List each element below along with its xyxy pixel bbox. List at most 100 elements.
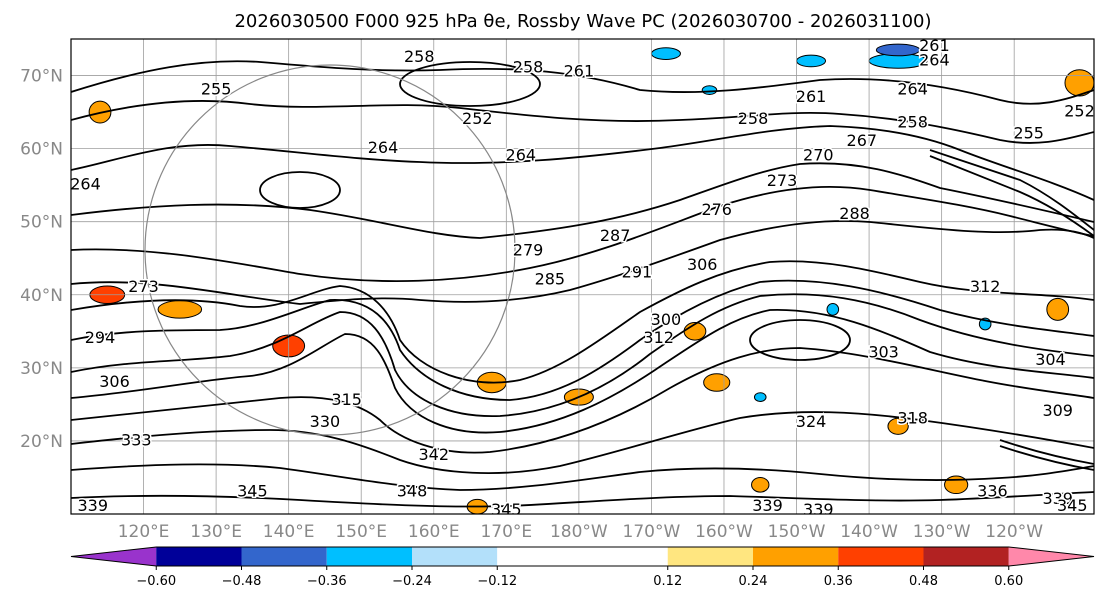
colorbar-segment <box>667 547 753 566</box>
contour-label: 309 <box>1042 401 1073 420</box>
contour-label: 264 <box>70 175 101 194</box>
anomaly-patch <box>1064 69 1094 97</box>
contour-label: 264 <box>506 145 537 164</box>
contour-label: 258 <box>897 113 928 132</box>
contour-label: 348 <box>397 482 428 501</box>
contour-line <box>749 319 851 361</box>
colorbar-tick-label: −0.24 <box>392 574 432 589</box>
longitude-labels: 120°E 130°E 140°E 150°E 160°E 170°E 180°W 170°W… <box>118 522 1044 542</box>
contour-label: 324 <box>796 412 827 431</box>
contour-line <box>71 491 1094 508</box>
longitude-label: 140°W <box>840 522 898 542</box>
longitude-label: 150°E <box>335 522 387 542</box>
colorbar-extend-low <box>71 547 157 566</box>
colorbar-labels: −0.60 −0.48 −0.36 −0.24 −0.12 0.12 0.24 0.36 0.4… <box>136 566 1023 589</box>
contour-label: 252 <box>462 109 493 128</box>
longitude-label: 170°W <box>623 522 681 542</box>
contour-label: 258 <box>513 58 544 77</box>
latitude-label: 70°N <box>20 67 63 87</box>
contour-label: 279 <box>513 240 544 259</box>
contour-label: 267 <box>847 131 878 150</box>
contour-label: 303 <box>868 343 899 362</box>
contour-label: 264 <box>919 50 950 69</box>
contour-label: 312 <box>970 277 1001 296</box>
colorbar-tick-label: 0.24 <box>739 574 768 589</box>
colorbar-tick-label: −0.12 <box>477 574 517 589</box>
contour-label: 330 <box>310 412 341 431</box>
contour-line <box>71 260 1094 384</box>
contour-label: 252 <box>1064 102 1095 121</box>
colorbar-segment <box>241 547 327 566</box>
contour-label: 285 <box>535 270 566 289</box>
colorbar <box>70 546 1095 567</box>
contour-label: 339 <box>803 500 834 519</box>
contour-label: 258 <box>404 47 435 66</box>
anomaly-patch <box>826 303 840 316</box>
contour-label: 264 <box>368 138 399 157</box>
contour-label: 287 <box>600 226 631 245</box>
contour-label: 300 <box>651 310 682 329</box>
contour-label: 345 <box>1057 496 1088 515</box>
contour-label: 276 <box>701 200 732 219</box>
contour-label: 333 <box>121 430 152 449</box>
longitude-label: 150°W <box>768 522 826 542</box>
contour-line <box>71 99 1094 144</box>
longitude-label: 130°W <box>913 522 971 542</box>
anomaly-patch <box>753 392 767 402</box>
longitude-label: 180°W <box>550 522 608 542</box>
contour-line <box>71 463 1094 491</box>
colorbar-tick-label: 0.36 <box>824 574 853 589</box>
longitude-label: 160°E <box>408 522 460 542</box>
contour-label: 291 <box>622 262 653 281</box>
contour-label: 304 <box>1035 350 1066 369</box>
longitude-label: 140°E <box>263 522 315 542</box>
longitude-label: 170°E <box>480 522 532 542</box>
gray-circle-overlay <box>144 64 516 436</box>
anomaly-patch <box>157 300 203 319</box>
latitude-labels: 70°N 60°N 50°N 40°N 30°N 20°N <box>20 67 63 452</box>
colorbar-segment <box>156 547 242 566</box>
contour-label: 258 <box>738 109 769 128</box>
contour-line <box>71 125 1094 201</box>
contour-label: 315 <box>331 390 362 409</box>
map-frame <box>70 38 1095 515</box>
contour-label: 261 <box>919 36 950 55</box>
colorbar-tick-label: 0.12 <box>653 574 682 589</box>
colorbar-tick-label: 0.60 <box>994 574 1023 589</box>
anomaly-patch <box>887 417 909 435</box>
colorbar-segment <box>838 547 924 566</box>
contour-line <box>929 155 1094 237</box>
contour-line <box>999 445 1094 471</box>
anomaly-patch <box>701 85 718 96</box>
contour-label: 264 <box>897 80 928 99</box>
colorbar-tick-label: −0.36 <box>307 574 347 589</box>
contour-label: 288 <box>839 204 870 223</box>
contour-line <box>71 186 1094 282</box>
contour-label: 345 <box>237 482 268 501</box>
contour-label: 270 <box>803 145 834 164</box>
contour-line <box>71 293 1094 417</box>
contour-label: 306 <box>99 372 130 391</box>
contour-line <box>71 411 1094 474</box>
longitude-label: 130°E <box>190 522 242 542</box>
colorbar-tick-label: −0.48 <box>222 574 262 589</box>
contour-label: 339 <box>77 496 108 515</box>
contour-line <box>929 149 1094 231</box>
colorbar-segment <box>412 547 498 566</box>
contour-label: 261 <box>564 61 595 80</box>
contour-label: 273 <box>767 171 798 190</box>
contour-label: 255 <box>1013 124 1044 143</box>
contour-label: 273 <box>128 277 159 296</box>
colorbar-segment <box>923 547 1009 566</box>
colorbar-extend-high <box>1008 547 1094 566</box>
latitude-label: 60°N <box>20 140 63 160</box>
contour-label: 255 <box>201 80 232 99</box>
map-background <box>71 39 1094 514</box>
contour-line <box>71 309 1094 434</box>
anomaly-patch <box>703 373 731 392</box>
chart-title: 2026030500 F000 925 hPa θe, Rossby Wave … <box>234 11 931 32</box>
contour-label: 342 <box>418 445 449 464</box>
anomaly-patch <box>1046 297 1070 321</box>
